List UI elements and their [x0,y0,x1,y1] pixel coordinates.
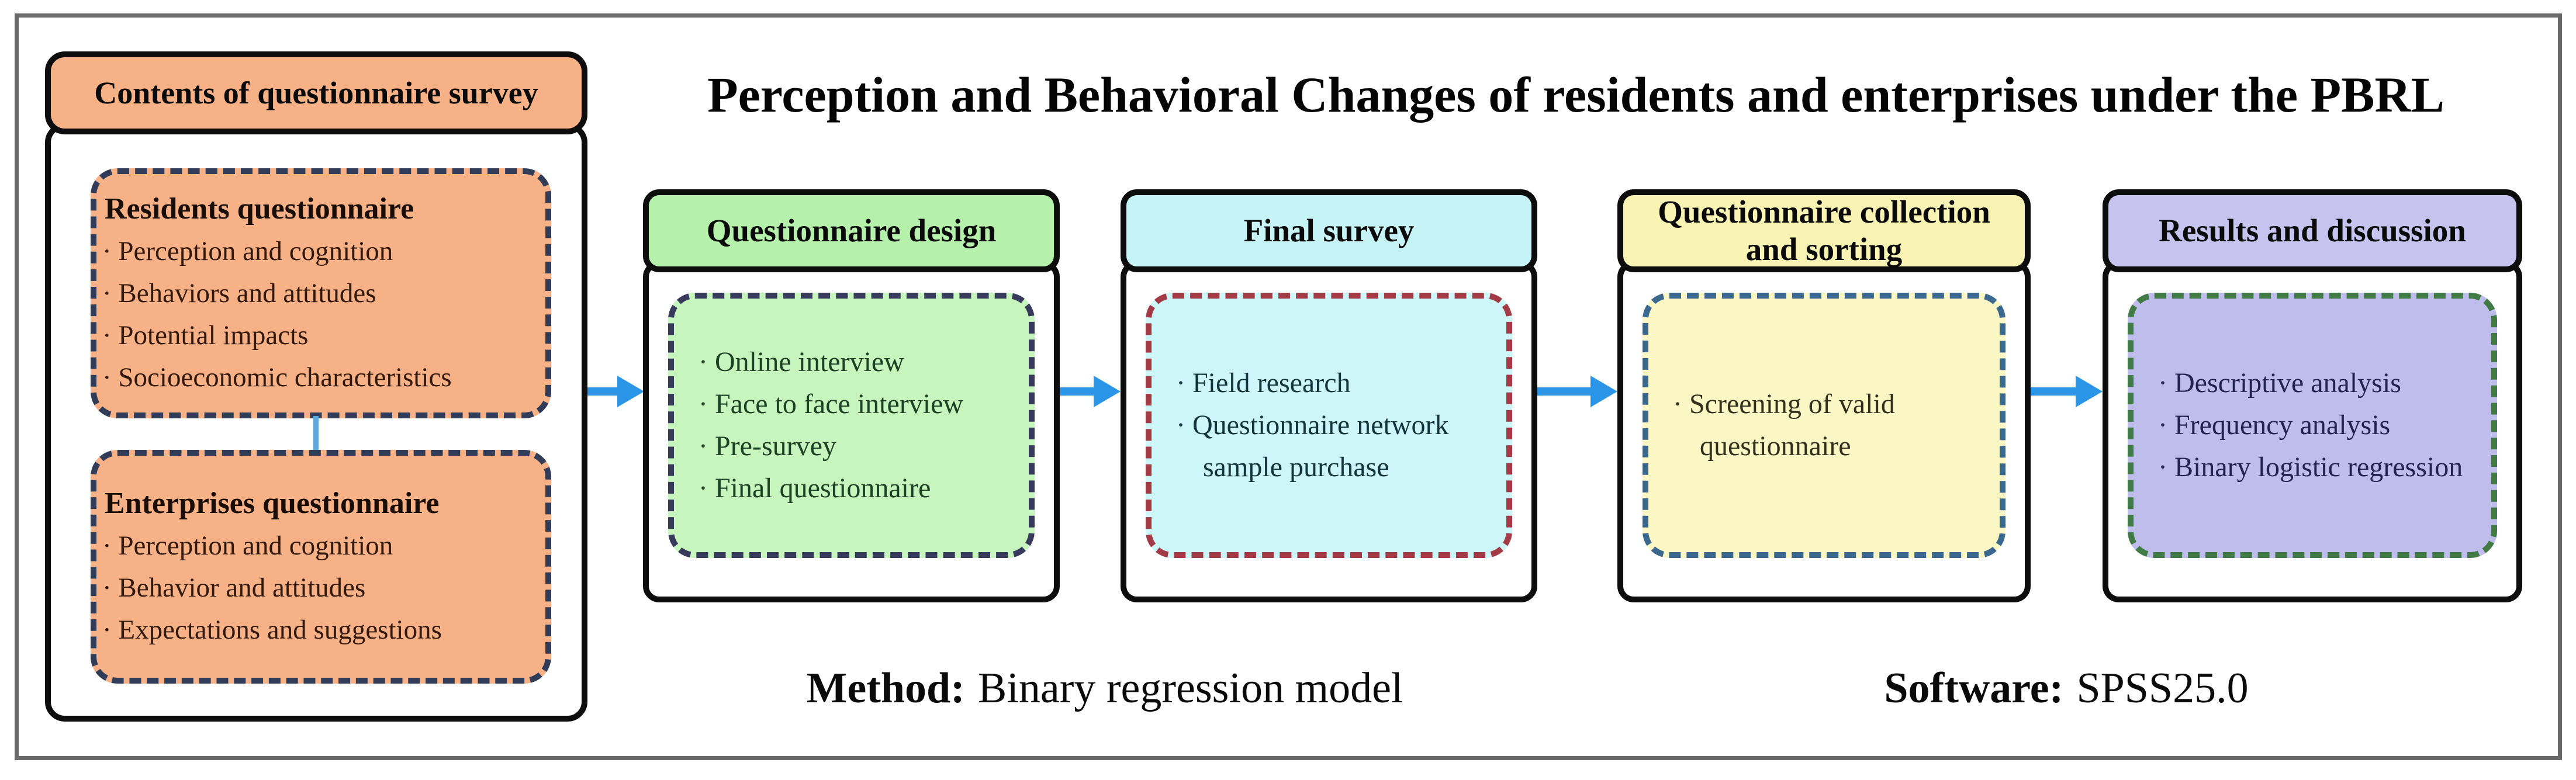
list-item: Field research [1152,362,1506,404]
list-item: Binary logistic regression [2134,446,2491,488]
list-item: Behaviors and attitudes [96,272,545,314]
flow-box-body: Field research Questionnaire network sam… [1121,261,1537,602]
flow-arrow-icon [1536,376,1617,407]
flow-arrow-icon [1059,376,1121,407]
list-item: Behavior and attitudes [96,567,545,609]
list-item: Final questionnaire [674,467,1029,509]
flow-box-body: Descriptive analysis Frequency analysis … [2103,261,2522,602]
software-note: Software: SPSS25.0 [1616,664,2516,713]
software-label: Software: [1884,664,2064,712]
flow-box-results-discussion: Descriptive analysis Frequency analysis … [2103,189,2522,602]
residents-questionnaire-box: Residents questionnaire Perception and c… [91,168,551,418]
list-item: Questionnaire network sample purchase [1152,404,1506,488]
flow-box-body: Online interview Face to face interview … [643,261,1060,602]
questionnaire-contents-panel: Residents questionnaire Perception and c… [45,51,587,722]
software-value: SPSS25.0 [2076,664,2249,712]
final-survey-items-box: Field research Questionnaire network sam… [1146,293,1512,558]
list-item: Descriptive analysis [2134,362,2491,404]
flow-box-questionnaire-design: Online interview Face to face interview … [643,189,1060,602]
list-item: Face to face interview [674,383,1029,425]
questionnaire-contents-header: Contents of questionnaire survey [45,51,587,134]
list-item: Perception and cognition [96,230,545,272]
flow-box-questionnaire-collection: Screening of valid questionnaire Questio… [1617,189,2031,602]
method-label: Method: [806,664,965,712]
flow-box-body: Screening of valid questionnaire [1617,261,2031,602]
list-item: Perception and cognition [96,525,545,567]
flow-box-final-survey: Field research Questionnaire network sam… [1121,189,1537,602]
list-item: Pre-survey [674,425,1029,467]
enterprises-box-title: Enterprises questionnaire [105,487,440,520]
list-item: Screening of valid questionnaire [1648,383,2000,467]
results-discussion-items-box: Descriptive analysis Frequency analysis … [2128,293,2497,558]
list-item: Expectations and suggestions [96,609,545,651]
residents-enterprises-connector-line [313,416,319,452]
enterprises-questionnaire-box: Enterprises questionnaire Perception and… [91,450,551,684]
flow-arrow-icon [585,376,644,407]
flow-header-questionnaire-design: Questionnaire design [643,189,1060,272]
residents-box-title: Residents questionnaire [105,192,414,226]
method-note: Method: Binary regression model [643,664,1567,713]
questionnaire-collection-items-box: Screening of valid questionnaire [1643,293,2006,558]
questionnaire-design-items-box: Online interview Face to face interview … [668,293,1035,558]
flow-header-results-discussion: Results and discussion [2103,189,2522,272]
flow-arrow-icon [2028,376,2103,407]
method-value: Binary regression model [977,664,1403,712]
flow-header-final-survey: Final survey [1121,189,1537,272]
list-item: Potential impacts [96,314,545,356]
list-item: Online interview [674,341,1029,383]
list-item: Socioeconomic characteristics [96,356,545,398]
flow-header-questionnaire-collection: Questionnaire collection and sorting [1617,189,2031,272]
list-item: Frequency analysis [2134,404,2491,446]
page-title: Perception and Behavioral Changes of res… [707,67,2444,123]
questionnaire-contents-body: Residents questionnaire Perception and c… [45,123,587,722]
